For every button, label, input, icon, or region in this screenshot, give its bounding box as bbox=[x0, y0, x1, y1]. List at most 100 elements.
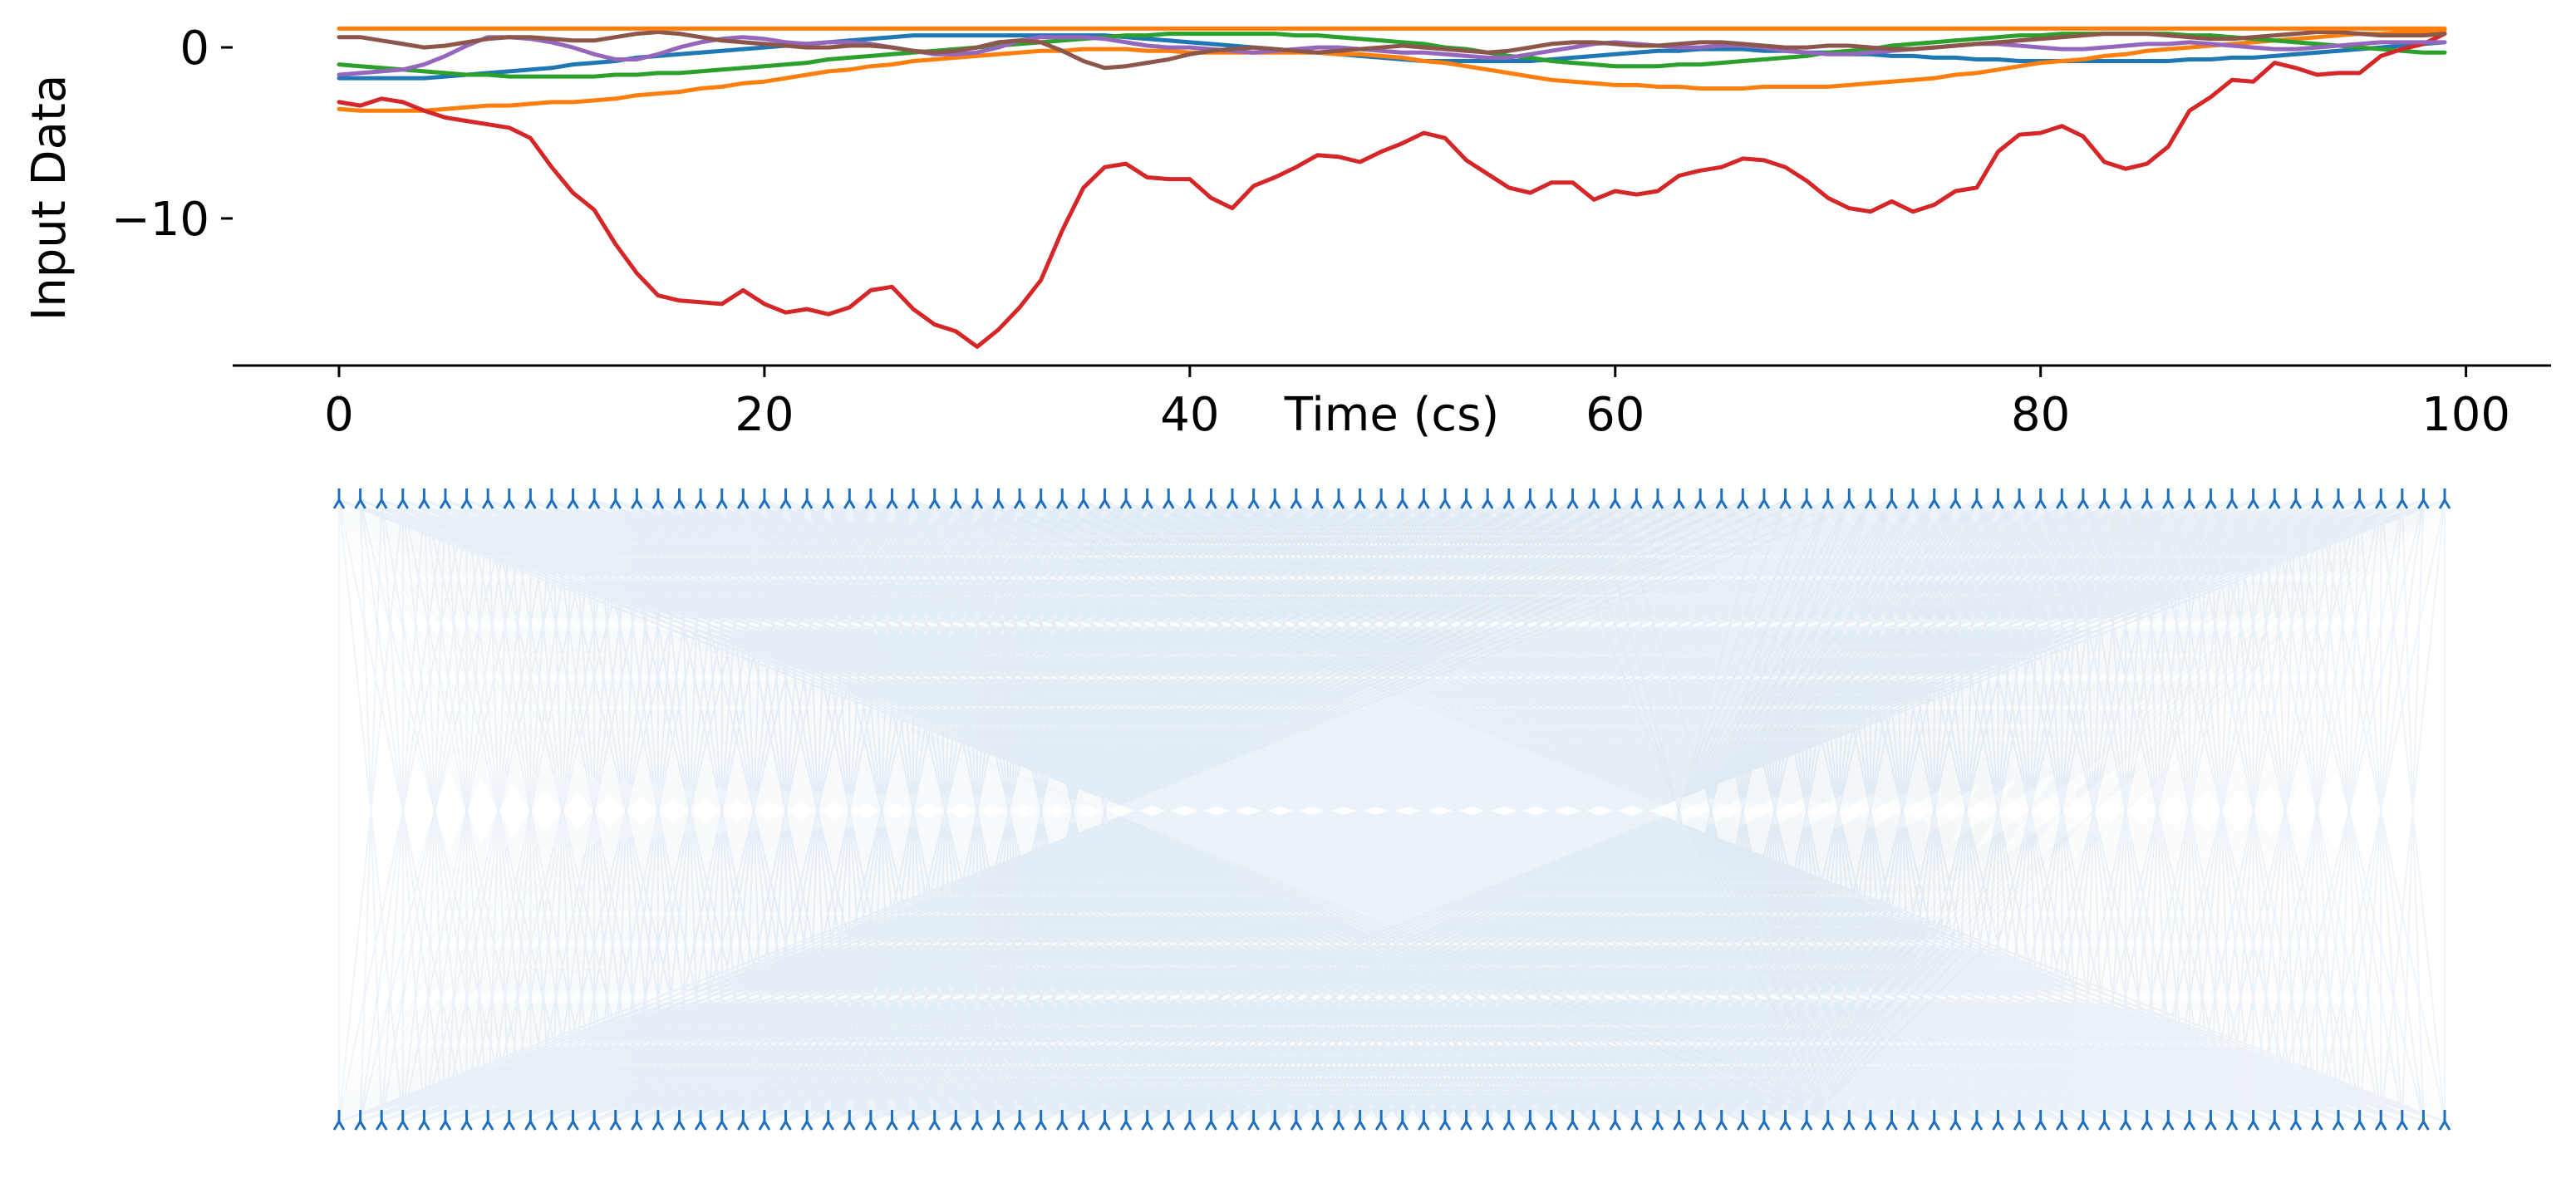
top-node bbox=[460, 488, 473, 509]
top-node bbox=[1077, 488, 1090, 509]
bottom-node bbox=[1779, 1110, 1792, 1131]
bottom-node bbox=[2353, 1110, 2366, 1131]
y-tick-label: 0 bbox=[179, 22, 209, 76]
bottom-node bbox=[2183, 1110, 2196, 1131]
top-node bbox=[1545, 488, 1558, 509]
bottom-node bbox=[1226, 1110, 1239, 1131]
bottom-node bbox=[2225, 1110, 2239, 1131]
series-line-2 bbox=[337, 28, 2447, 113]
bottom-node bbox=[2268, 1110, 2281, 1131]
bottom-node bbox=[2332, 1110, 2345, 1131]
top-node bbox=[2013, 488, 2026, 509]
top-node bbox=[2289, 488, 2303, 509]
top-node bbox=[1524, 488, 1536, 509]
top-node bbox=[1418, 488, 1430, 509]
bottom-node bbox=[1077, 1110, 1090, 1131]
bottom-node bbox=[1821, 1110, 1835, 1131]
bottom-node bbox=[1311, 1110, 1324, 1131]
top-node bbox=[1268, 488, 1281, 509]
bottom-node bbox=[1906, 1110, 1920, 1131]
bottom-node bbox=[992, 1110, 1005, 1131]
top-node bbox=[2183, 488, 2196, 509]
bottom-node bbox=[843, 1110, 856, 1131]
bottom-node bbox=[1949, 1110, 1962, 1131]
top-node bbox=[1141, 488, 1153, 509]
top-node bbox=[332, 488, 346, 509]
bottom-node bbox=[800, 1110, 814, 1131]
bottom-node bbox=[2289, 1110, 2303, 1131]
top-node bbox=[715, 488, 729, 509]
top-node bbox=[545, 488, 558, 509]
top-node bbox=[1651, 488, 1664, 509]
top-node bbox=[1992, 488, 2004, 509]
bottom-node bbox=[1800, 1110, 1813, 1131]
top-node bbox=[2119, 488, 2132, 509]
top-node bbox=[949, 488, 962, 509]
top-node bbox=[1885, 488, 1898, 509]
top-node bbox=[439, 488, 452, 509]
bottom-node bbox=[524, 1110, 537, 1131]
bottom-node bbox=[1524, 1110, 1536, 1131]
series-line-5 bbox=[337, 35, 2447, 77]
top-node bbox=[375, 488, 388, 509]
top-node bbox=[2161, 488, 2175, 509]
top-node bbox=[1587, 488, 1600, 509]
x-ticks: 0 20 40 60 80 100 bbox=[324, 366, 2510, 442]
top-node bbox=[1864, 488, 1877, 509]
top-node bbox=[396, 488, 410, 509]
top-node bbox=[1481, 488, 1494, 509]
top-node bbox=[1843, 488, 1856, 509]
bottom-node bbox=[545, 1110, 558, 1131]
bottom-node bbox=[1843, 1110, 1856, 1131]
top-node bbox=[651, 488, 665, 509]
bottom-node bbox=[1438, 1110, 1452, 1131]
top-node bbox=[822, 488, 834, 509]
edge-fade bbox=[337, 498, 2447, 1126]
top-node bbox=[1311, 488, 1324, 509]
bottom-node bbox=[503, 1110, 516, 1131]
bottom-node bbox=[1374, 1110, 1388, 1131]
bottom-node bbox=[1183, 1110, 1197, 1131]
bottom-node bbox=[1099, 1110, 1111, 1131]
bottom-node bbox=[2396, 1110, 2409, 1131]
bottom-node bbox=[587, 1110, 601, 1131]
bottom-node bbox=[1715, 1110, 1728, 1131]
top-node bbox=[1821, 488, 1835, 509]
bottom-node bbox=[2161, 1110, 2175, 1131]
bottom-node bbox=[1268, 1110, 1281, 1131]
bottom-node bbox=[1332, 1110, 1345, 1131]
top-node bbox=[673, 488, 686, 509]
top-node bbox=[1737, 488, 1749, 509]
top-node bbox=[1949, 488, 1962, 509]
top-node bbox=[2247, 488, 2259, 509]
bottom-node bbox=[1460, 1110, 1472, 1131]
bottom-node bbox=[1587, 1110, 1600, 1131]
bottom-node bbox=[2247, 1110, 2259, 1131]
bottom-node bbox=[1970, 1110, 1984, 1131]
x-tick-label: 20 bbox=[735, 388, 794, 442]
x-tick-label: 60 bbox=[1585, 388, 1644, 442]
bottom-node bbox=[928, 1110, 941, 1131]
x-tick-label: 80 bbox=[2011, 388, 2070, 442]
top-node bbox=[2353, 488, 2366, 509]
top-node bbox=[1609, 488, 1622, 509]
top-node bbox=[2077, 488, 2090, 509]
top-node bbox=[1396, 488, 1409, 509]
bottom-node bbox=[418, 1110, 430, 1131]
top-node bbox=[1502, 488, 1516, 509]
bottom-node bbox=[886, 1110, 898, 1131]
top-node bbox=[694, 488, 707, 509]
line-chart-panel: 0 20 40 60 80 100 0 −10 Time (cs) Input Data bbox=[22, 22, 2551, 442]
bottom-node bbox=[1992, 1110, 2004, 1131]
bottom-node bbox=[779, 1110, 792, 1131]
top-node bbox=[1800, 488, 1813, 509]
top-node bbox=[2098, 488, 2111, 509]
bottom-node bbox=[2098, 1110, 2111, 1131]
top-node bbox=[1290, 488, 1303, 509]
top-node bbox=[1970, 488, 1984, 509]
top-node bbox=[524, 488, 537, 509]
bottom-node bbox=[439, 1110, 452, 1131]
bottom-node bbox=[332, 1110, 346, 1131]
bottom-node bbox=[375, 1110, 388, 1131]
bottom-node bbox=[396, 1110, 410, 1131]
